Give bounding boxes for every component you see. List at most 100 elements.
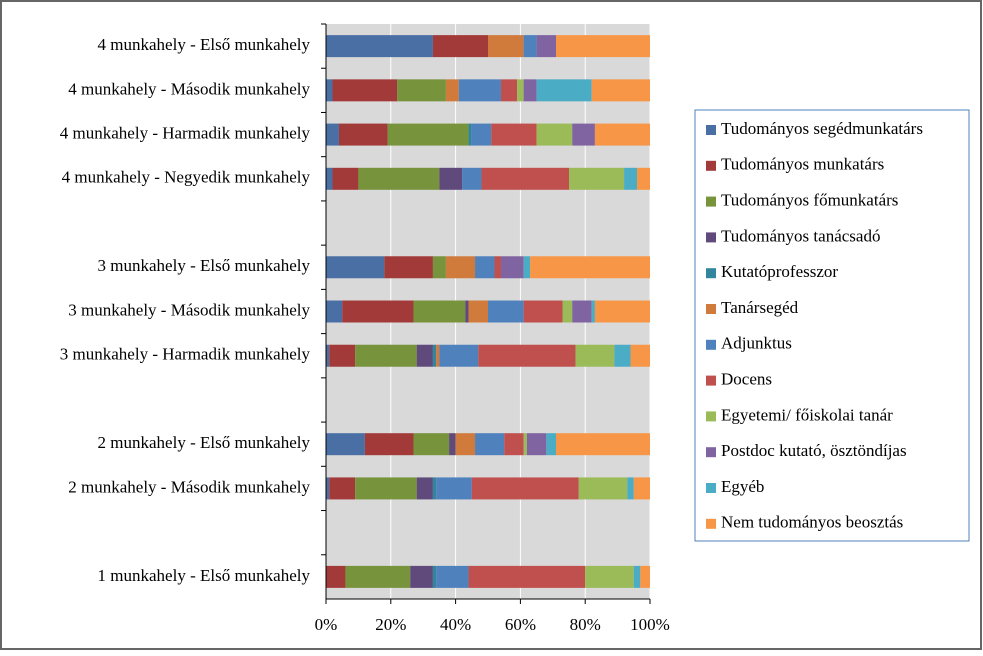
- bar-segment: [413, 300, 466, 323]
- y-tick-label: 3 munkahely - Második munkahely: [68, 300, 310, 319]
- legend-swatch: [706, 268, 716, 279]
- bar-segment: [326, 433, 365, 456]
- bar-segment: [585, 565, 634, 588]
- legend-label: Postdoc kutató, ösztöndíjas: [721, 441, 907, 460]
- bar-segment: [326, 256, 385, 279]
- bar-segment: [578, 477, 628, 500]
- bar-segment: [523, 300, 563, 323]
- legend-swatch: [706, 304, 716, 314]
- bar-segment: [342, 300, 414, 323]
- bar-segment: [517, 79, 524, 102]
- y-tick-label: 2 munkahely - Második munkahely: [68, 477, 310, 496]
- bar-segment: [326, 344, 330, 367]
- bar-segment: [488, 300, 524, 323]
- legend-swatch: [706, 483, 716, 493]
- bar-segment: [329, 477, 356, 500]
- bar-segment: [432, 35, 488, 58]
- bar-segment: [575, 344, 615, 367]
- bar-segment: [326, 300, 343, 323]
- legend-swatch: [706, 196, 716, 207]
- legend-label: Nem tudományos beosztás: [721, 513, 903, 532]
- bar-segment: [471, 477, 579, 500]
- legend-swatch: [706, 125, 716, 135]
- bar-segment: [329, 344, 356, 367]
- bar-segment: [326, 35, 433, 58]
- y-tick-label: 4 munkahely - Második munkahely: [68, 79, 310, 98]
- bar-segment: [591, 79, 650, 102]
- bar-segment: [416, 477, 433, 500]
- bar-segment: [416, 344, 433, 367]
- bar-segment: [462, 167, 482, 190]
- x-tick-label: 60%: [505, 615, 536, 634]
- bar-segment: [594, 300, 650, 323]
- legend-swatch: [706, 375, 716, 386]
- bar-segment: [624, 167, 638, 190]
- bar-segment: [445, 256, 476, 279]
- bar-segment: [572, 300, 592, 323]
- bar-segment: [432, 565, 437, 588]
- bar-segment: [445, 79, 459, 102]
- bar-segment: [523, 256, 531, 279]
- bar-segment: [449, 433, 456, 456]
- bar-segment: [491, 123, 537, 146]
- bar-segment: [591, 300, 595, 323]
- bar-segment: [633, 477, 650, 500]
- bar-segment: [546, 433, 557, 456]
- bar-segment: [504, 433, 524, 456]
- legend-label: Tudományos tanácsadó: [721, 226, 880, 245]
- bar-segment: [556, 35, 650, 58]
- y-tick-label: 1 munkahely - Első munkahely: [98, 566, 311, 585]
- bar-segment: [364, 433, 414, 456]
- y-tick-label: 2 munkahely - Első munkahely: [98, 433, 311, 452]
- y-tick-label: 3 munkahely - Harmadik munkahely: [60, 345, 311, 364]
- legend-label: Kutatóprofesszor: [721, 262, 838, 281]
- bar-segment: [410, 565, 433, 588]
- bar-segment: [569, 167, 625, 190]
- bar-segment: [614, 344, 631, 367]
- bar-segment: [458, 79, 501, 102]
- legend-label: Tudományos főmunkatárs: [721, 191, 898, 210]
- bar-segment: [572, 123, 595, 146]
- x-tick-label: 80%: [570, 615, 601, 634]
- bar-segment: [630, 344, 650, 367]
- bar-segment: [326, 565, 346, 588]
- bar-segment: [523, 433, 527, 456]
- bar-segment: [500, 79, 518, 102]
- bar-segment: [397, 79, 446, 102]
- bar-segment: [326, 167, 333, 190]
- legend-label: Docens: [721, 370, 772, 389]
- bar-segment: [436, 477, 472, 500]
- bar-segment: [465, 300, 469, 323]
- bar-segment: [530, 256, 650, 279]
- legend-swatch: [706, 339, 716, 350]
- legend-box: [694, 109, 970, 542]
- bar-segment: [332, 79, 398, 102]
- bar-segment: [439, 344, 479, 367]
- legend-label: Egyetemi/ főiskolai tanár: [721, 405, 893, 424]
- bar-segment: [432, 344, 437, 367]
- legend-label: Tudományos munkatárs: [721, 155, 884, 174]
- bar-segment: [338, 123, 388, 146]
- bar-segment: [387, 123, 469, 146]
- bar-segment: [355, 344, 417, 367]
- y-tick-label: 3 munkahely - Első munkahely: [98, 256, 311, 275]
- bar-segment: [358, 167, 440, 190]
- x-tick-label: 100%: [630, 615, 670, 634]
- bar-segment: [436, 344, 440, 367]
- bar-segment: [536, 123, 573, 146]
- bar-segment: [488, 35, 524, 58]
- bar-segment: [468, 565, 586, 588]
- bar-segment: [536, 79, 592, 102]
- bar-segment: [326, 477, 330, 500]
- bar-segment: [471, 123, 492, 146]
- bar-segment: [332, 167, 359, 190]
- legend-label: Egyéb: [721, 477, 764, 496]
- bar-segment: [326, 123, 339, 146]
- bar-segment: [384, 256, 433, 279]
- bar-segment: [500, 256, 524, 279]
- bar-segment: [556, 433, 650, 456]
- x-tick-label: 40%: [440, 615, 471, 634]
- x-tick-label: 20%: [375, 615, 406, 634]
- bar-segment: [436, 565, 469, 588]
- legend-swatch: [706, 232, 716, 243]
